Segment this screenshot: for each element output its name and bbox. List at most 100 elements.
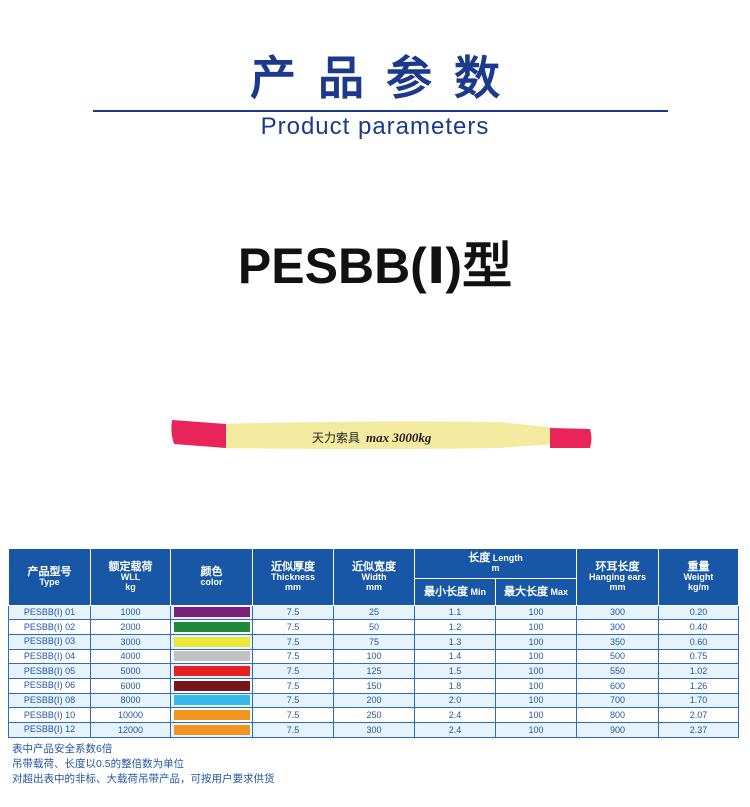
- cell-color: [170, 677, 253, 694]
- header-ears: 环耳长度 Hanging ears mm: [576, 549, 660, 606]
- cell-ears: 300: [576, 619, 660, 635]
- color-swatch: [173, 607, 250, 618]
- table-row: PESBB(Ⅰ) 03 3000 7.5 75 1.3 100 350 0.60: [8, 633, 740, 650]
- header-width: 近似宽度 Width mm: [333, 549, 415, 606]
- cell-max: 100: [494, 619, 578, 635]
- cell-max: 100: [494, 707, 578, 723]
- header-wll: 额定载荷 WLL kg: [90, 549, 171, 606]
- cell-thickness: 7.5: [252, 692, 334, 709]
- cell-weight: 0.60: [658, 633, 740, 650]
- cell-wll: 8000: [90, 692, 171, 709]
- sling-load: max 3000kg: [366, 430, 432, 445]
- cell-thickness: 7.5: [252, 722, 334, 738]
- title-divider: [93, 110, 668, 112]
- cell-thickness: 7.5: [252, 619, 334, 635]
- table-row: PESBB(Ⅰ) 02 2000 7.5 50 1.2 100 300 0.40: [8, 619, 740, 635]
- cell-weight: 0.75: [658, 648, 740, 665]
- cell-weight: 1.26: [658, 677, 740, 694]
- cell-wll: 10000: [90, 707, 171, 723]
- sling-eye-right: [550, 428, 592, 448]
- cell-wll: 5000: [90, 663, 171, 679]
- cell-width: 150: [333, 677, 415, 694]
- cell-weight: 2.37: [658, 722, 740, 738]
- cell-wll: 4000: [90, 648, 171, 665]
- sling-body: [220, 421, 556, 449]
- page-subtitle: Product parameters: [260, 113, 490, 140]
- cell-wll: 6000: [90, 677, 171, 694]
- header-weight: 重量 Weight kg/m: [658, 549, 740, 606]
- cell-min: 1.8: [414, 677, 496, 694]
- header-min: 最小长度 Min: [414, 578, 496, 606]
- cell-color: [170, 633, 253, 650]
- cell-max: 100: [494, 663, 578, 679]
- cell-max: 100: [494, 722, 578, 738]
- cell-wll: 3000: [90, 633, 171, 650]
- cell-weight: 1.02: [658, 663, 740, 679]
- header-color: 颜色 color: [170, 549, 253, 606]
- table-row: PESBB(Ⅰ) 08 8000 7.5 200 2.0 100 700 1.70: [8, 692, 740, 709]
- cell-color: [170, 692, 253, 709]
- cell-max: 100: [494, 648, 578, 665]
- header-max: 最大长度 Max: [494, 578, 578, 606]
- cell-ears: 350: [576, 633, 660, 650]
- cell-width: 100: [333, 648, 415, 665]
- sling-brand: 天力索具: [312, 431, 360, 445]
- table-row: PESBB(Ⅰ) 12 12000 7.5 300 2.4 100 900 2.37: [8, 722, 740, 738]
- cell-type: PESBB(Ⅰ) 03: [8, 633, 91, 650]
- table-row: PESBB(Ⅰ) 10 10000 7.5 250 2.4 100 800 2.07: [8, 707, 740, 723]
- cell-min: 1.4: [414, 648, 496, 665]
- header-type: 产品型号 Type: [8, 549, 91, 606]
- product-image: 天力索具 max 3000kg: [171, 420, 592, 449]
- parameters-table: 产品型号 Type 额定载荷 WLL kg 颜色 color 近似厚度 Thickness…: [8, 549, 740, 738]
- note: 吊带载荷、长度以0.5的整倍数为单位: [12, 758, 185, 770]
- cell-width: 200: [333, 692, 415, 709]
- table-row: PESBB(Ⅰ) 04 4000 7.5 100 1.4 100 500 0.75: [8, 648, 740, 665]
- cell-width: 25: [333, 604, 415, 621]
- cell-type: PESBB(Ⅰ) 05: [8, 663, 91, 679]
- cell-thickness: 7.5: [252, 707, 334, 723]
- cell-weight: 0.20: [658, 604, 740, 621]
- cell-color: [170, 707, 253, 723]
- cell-ears: 300: [576, 604, 660, 621]
- cell-type: PESBB(Ⅰ) 02: [8, 619, 91, 635]
- cell-ears: 550: [576, 663, 660, 679]
- cell-width: 300: [333, 722, 415, 738]
- cell-weight: 2.07: [658, 707, 740, 723]
- cell-ears: 900: [576, 722, 660, 738]
- cell-color: [170, 604, 253, 621]
- cell-ears: 500: [576, 648, 660, 665]
- cell-max: 100: [494, 604, 578, 621]
- cell-min: 1.1: [414, 604, 496, 621]
- cell-type: PESBB(Ⅰ) 10: [8, 707, 91, 723]
- color-swatch: [173, 622, 250, 633]
- color-swatch: [173, 651, 250, 662]
- cell-min: 2.4: [414, 722, 496, 738]
- cell-width: 125: [333, 663, 415, 679]
- page-title: 产品参数: [250, 52, 522, 104]
- cell-wll: 2000: [90, 619, 171, 635]
- model-title: PESBB(Ⅰ)型: [237, 238, 513, 294]
- cell-wll: 1000: [90, 604, 171, 621]
- header-thickness: 近似厚度 Thickness mm: [252, 549, 334, 606]
- cell-thickness: 7.5: [252, 633, 334, 650]
- cell-min: 1.2: [414, 619, 496, 635]
- note: 表中产品安全系数6倍: [12, 743, 113, 755]
- cell-type: PESBB(Ⅰ) 12: [8, 722, 91, 738]
- cell-width: 75: [333, 633, 415, 650]
- cell-width: 50: [333, 619, 415, 635]
- color-swatch: [173, 710, 250, 721]
- cell-type: PESBB(Ⅰ) 08: [8, 692, 91, 709]
- note: 对超出表中的非标、大载荷吊带产品，可按用户要求供货: [12, 773, 275, 785]
- cell-min: 2.0: [414, 692, 496, 709]
- cell-ears: 700: [576, 692, 660, 709]
- color-swatch: [173, 666, 250, 677]
- table-row: PESBB(Ⅰ) 05 5000 7.5 125 1.5 100 550 1.02: [8, 663, 740, 679]
- cell-ears: 800: [576, 707, 660, 723]
- color-swatch: [173, 695, 250, 706]
- cell-thickness: 7.5: [252, 663, 334, 679]
- color-swatch: [173, 724, 250, 735]
- header-length: 长度 Length m: [413, 549, 578, 579]
- cell-min: 1.5: [414, 663, 496, 679]
- cell-max: 100: [494, 633, 578, 650]
- cell-type: PESBB(Ⅰ) 01: [8, 604, 91, 621]
